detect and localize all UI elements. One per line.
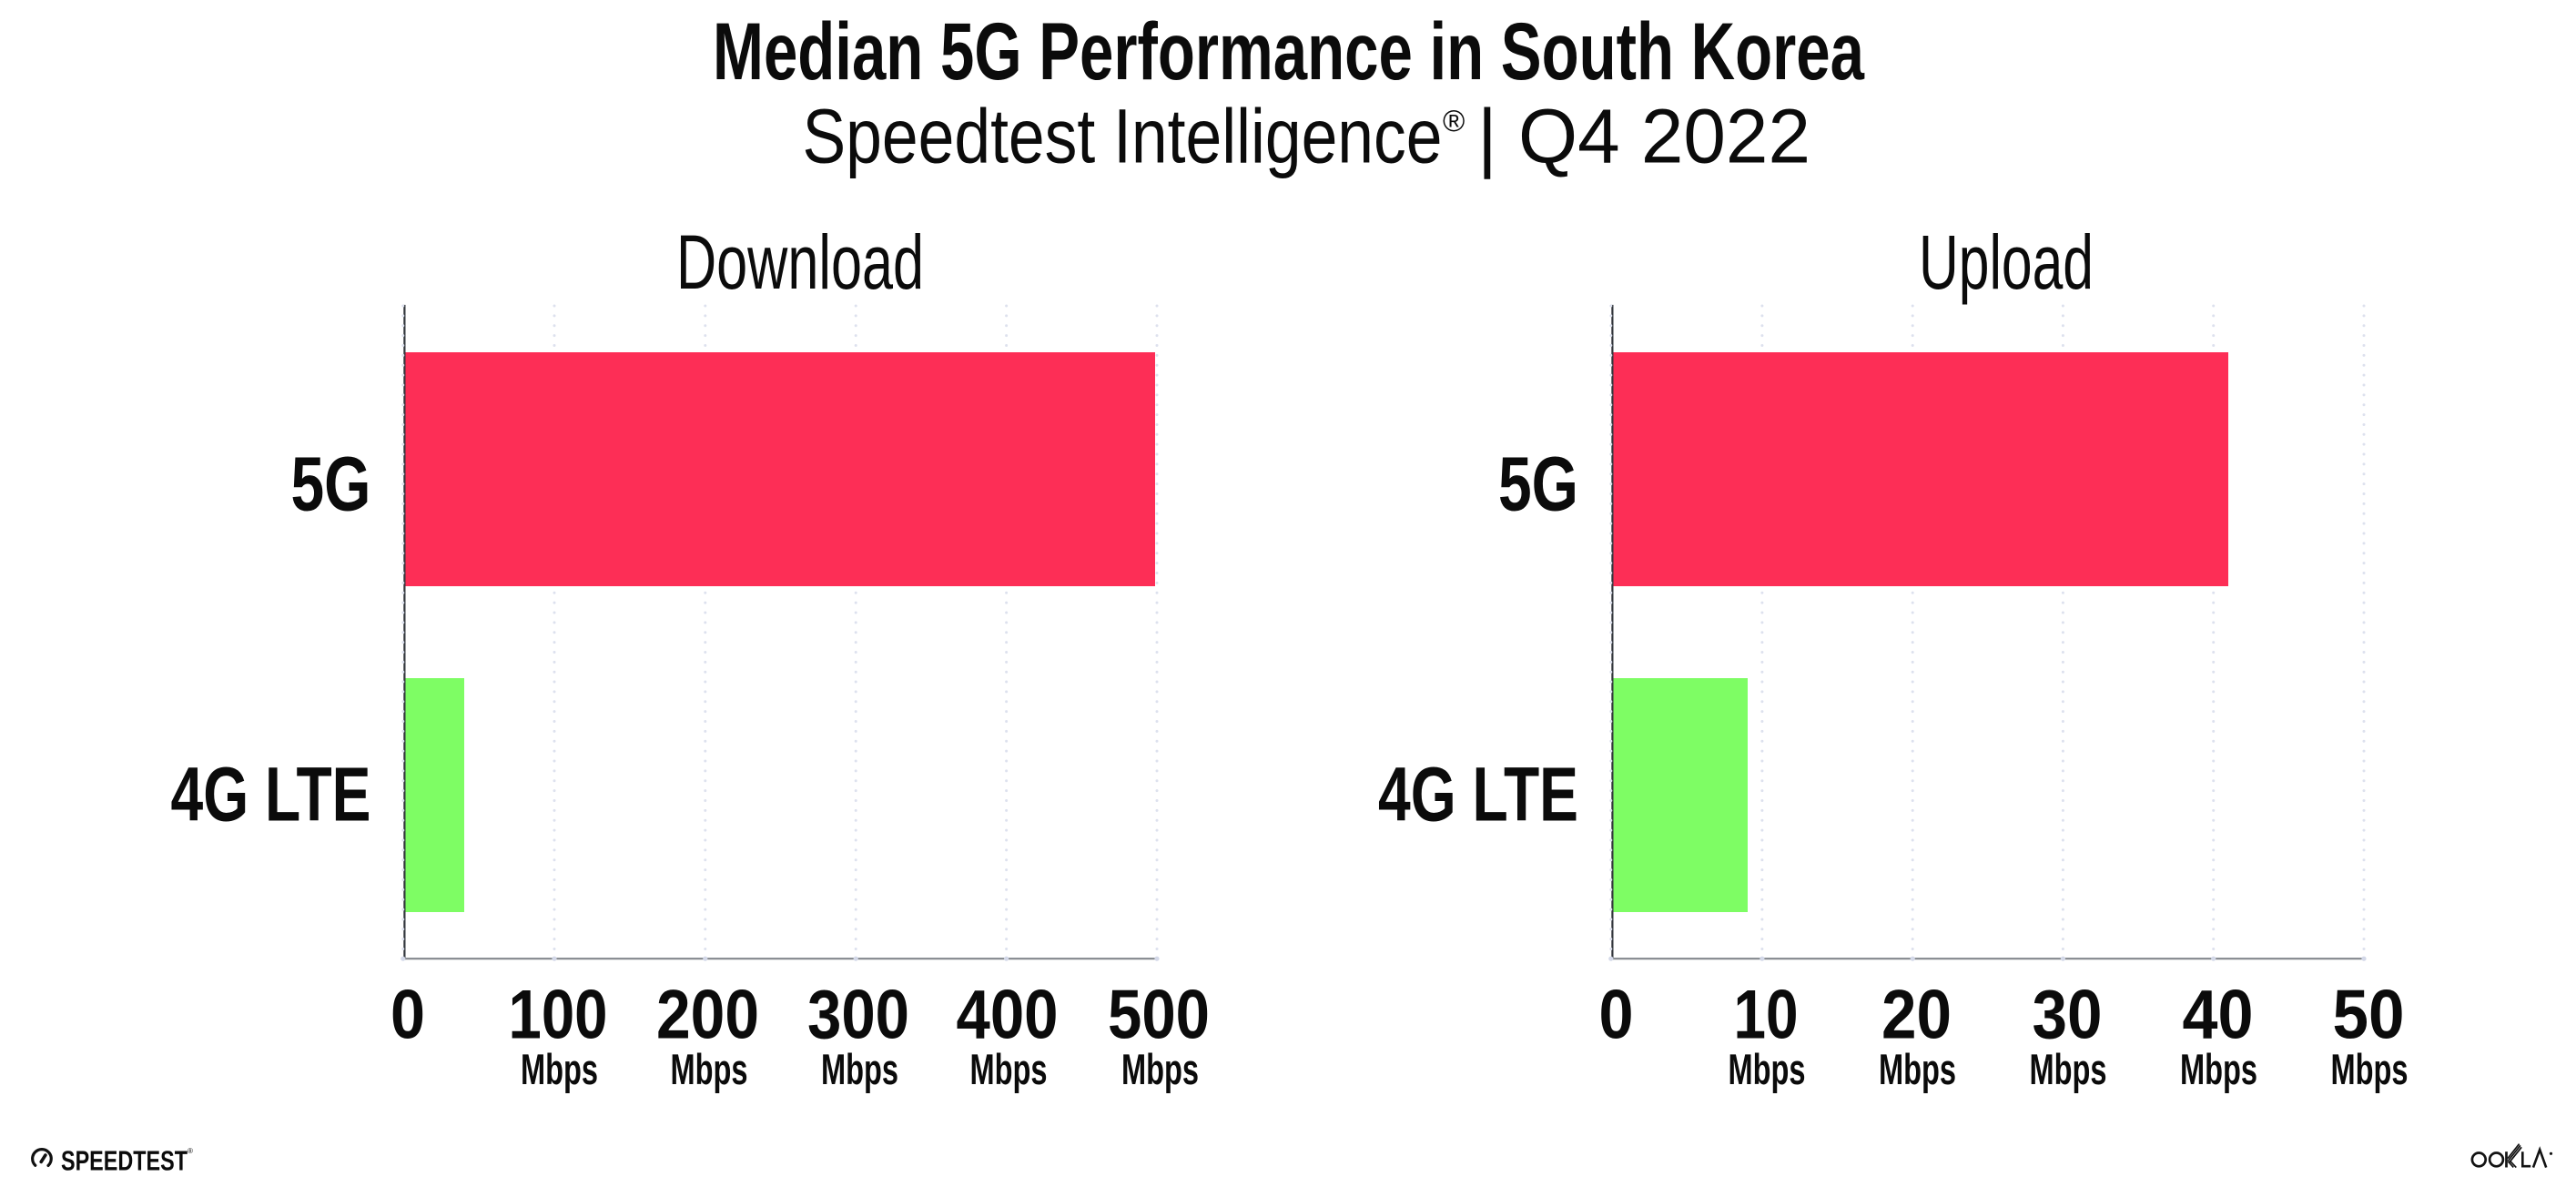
svg-text:Download: Download	[676, 219, 924, 305]
svg-text:4G LTE: 4G LTE	[1378, 751, 1578, 837]
svg-text:200: 200	[656, 977, 759, 1054]
svg-text:Mbps: Mbps	[2030, 1045, 2107, 1093]
svg-text:0: 0	[390, 977, 425, 1054]
svg-text:Mbps: Mbps	[521, 1045, 598, 1093]
svg-text:100: 100	[509, 977, 608, 1054]
svg-text:40: 40	[2183, 977, 2254, 1054]
svg-text:Mbps: Mbps	[671, 1045, 748, 1093]
svg-text:Mbps: Mbps	[970, 1045, 1048, 1093]
svg-text:10: 10	[1734, 977, 1799, 1054]
svg-text:20: 20	[1881, 977, 1952, 1054]
svg-text:4G LTE: 4G LTE	[171, 751, 371, 837]
svg-text:500: 500	[1108, 977, 1210, 1054]
svg-text:Mbps: Mbps	[1121, 1045, 1199, 1093]
svg-text:Upload: Upload	[1919, 219, 2094, 305]
svg-text:30: 30	[2033, 977, 2103, 1054]
svg-text:Mbps: Mbps	[2331, 1045, 2409, 1093]
svg-text:400: 400	[957, 977, 1059, 1054]
svg-text:Median 5G Performance in South: Median 5G Performance in South Korea	[713, 5, 1865, 96]
svg-text:SPEEDTEST: SPEEDTEST	[61, 1146, 188, 1177]
svg-text:50: 50	[2333, 977, 2405, 1054]
svg-text:Mbps: Mbps	[2180, 1045, 2257, 1093]
svg-text:300: 300	[807, 977, 909, 1054]
svg-text:| Q4 2022: | Q4 2022	[1477, 94, 1810, 179]
svg-text:Speedtest Intelligence: Speedtest Intelligence	[803, 94, 1443, 179]
svg-text:Mbps: Mbps	[1879, 1045, 1956, 1093]
svg-text:5G: 5G	[1498, 441, 1578, 527]
svg-text:5G: 5G	[291, 441, 371, 527]
svg-text:Mbps: Mbps	[821, 1045, 898, 1093]
svg-text:®: ®	[1443, 104, 1465, 137]
svg-text:0: 0	[1599, 977, 1634, 1054]
svg-text:Mbps: Mbps	[1729, 1045, 1806, 1093]
svg-text:®: ®	[188, 1147, 193, 1155]
